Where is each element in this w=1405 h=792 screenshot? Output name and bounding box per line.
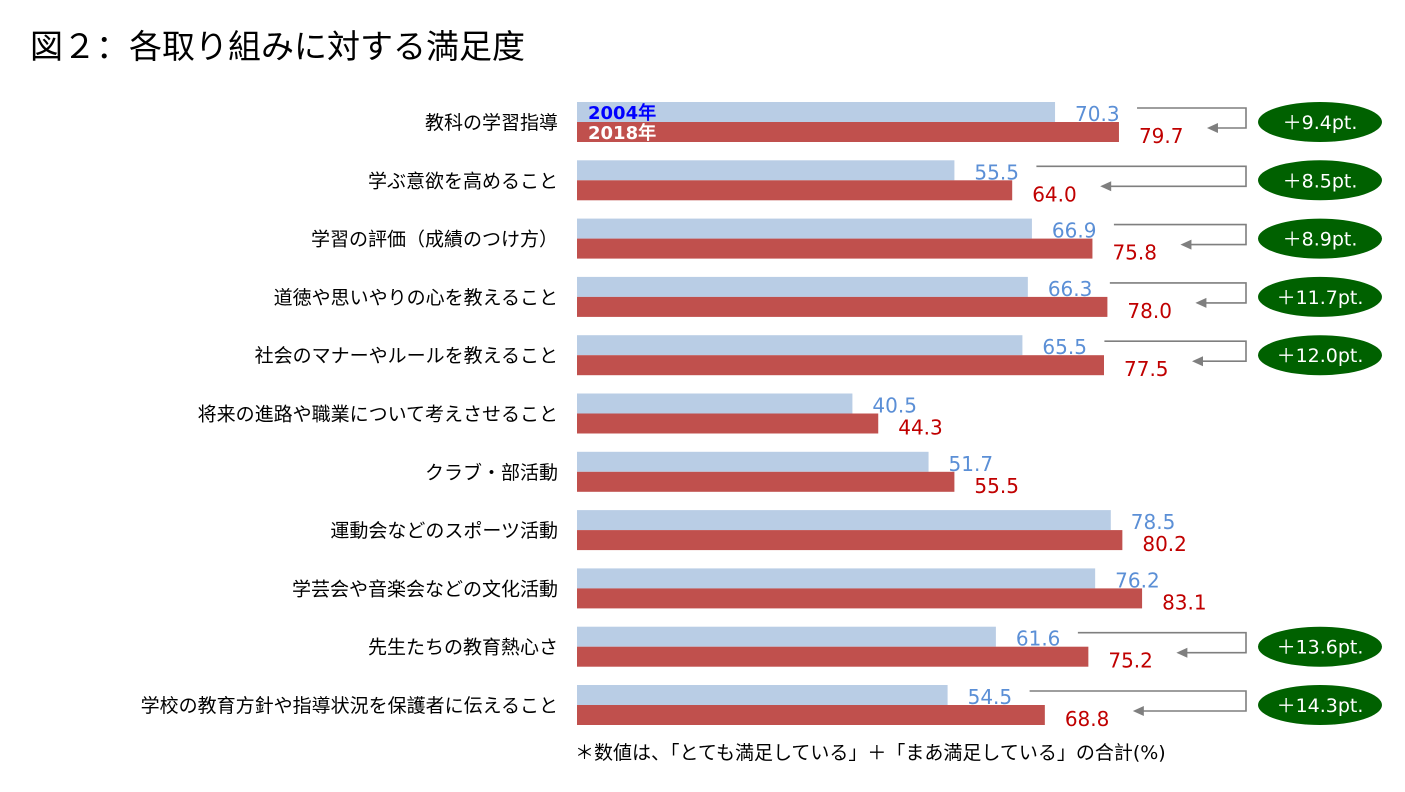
bar-2018 <box>577 296 1108 317</box>
difference-badge <box>1258 102 1382 142</box>
value-label-2004: 70.3 <box>1075 102 1120 126</box>
value-label-2004: 66.9 <box>1052 219 1097 243</box>
bar-2004 <box>577 685 948 705</box>
bar-2018 <box>577 355 1104 376</box>
category-label: 将来の進路や職業について考えさせること <box>198 404 558 426</box>
value-label-2004: 76.2 <box>1115 568 1160 592</box>
bar-2018 <box>577 705 1045 725</box>
value-label-2004: 54.5 <box>968 685 1013 709</box>
difference-badge <box>1258 626 1382 667</box>
bar-2004 <box>577 510 1111 531</box>
bar-2018 <box>577 122 1119 142</box>
value-label-2004: 66.3 <box>1048 277 1093 301</box>
difference-connector <box>1036 165 1247 188</box>
value-label-2018: 75.2 <box>1108 649 1153 673</box>
difference-label: ＋9.4pt. <box>1283 112 1358 134</box>
value-label-2004: 51.7 <box>949 452 994 476</box>
legend-2004: 2004年 <box>588 102 656 124</box>
difference-badge <box>1258 218 1382 259</box>
bar-2018 <box>577 471 955 492</box>
category-label: 学ぶ意欲を高めること <box>368 170 558 192</box>
category-label: 社会のマナーやルールを教えること <box>255 345 558 367</box>
difference-connector <box>1137 107 1247 129</box>
arrow-left-icon <box>1206 123 1218 133</box>
category-label: 道徳や思いやりの心を教えること <box>274 287 558 309</box>
value-label-2018: 64.0 <box>1032 182 1077 206</box>
chart-title: 図２：各取り組みに対する満足度 <box>30 27 525 66</box>
bar-2018 <box>577 238 1093 259</box>
bar-2004 <box>577 102 1056 122</box>
bar-2018 <box>577 588 1143 609</box>
category-label: 学校の教育方針や指導状況を保護者に伝えること <box>141 695 558 717</box>
difference-label: ＋11.7pt. <box>1277 287 1364 309</box>
arrow-left-icon <box>1195 297 1207 308</box>
value-label-2018: 78.0 <box>1127 299 1172 323</box>
difference-badge <box>1258 276 1382 317</box>
value-label-2018: 77.5 <box>1124 357 1169 381</box>
difference-connector <box>1113 223 1247 246</box>
category-label: 運動会などのスポーツ活動 <box>330 520 558 542</box>
value-label-2004: 61.6 <box>1016 627 1061 651</box>
value-label-2018: 68.8 <box>1065 707 1110 731</box>
value-label-2018: 55.5 <box>974 474 1019 498</box>
difference-label: ＋8.5pt. <box>1283 170 1358 192</box>
arrow-left-icon <box>1180 239 1192 250</box>
difference-badge <box>1258 160 1382 201</box>
difference-connector <box>1109 282 1247 304</box>
legend-2018: 2018年 <box>588 122 656 144</box>
category-label: 教科の学習指導 <box>425 112 558 134</box>
bar-2018 <box>577 646 1089 667</box>
chart-note: ＊数値は、「とても満足している」＋「まあ満足している」の合計(%) <box>575 742 1166 764</box>
difference-label: ＋14.3pt. <box>1277 695 1364 717</box>
bar-2004 <box>577 451 929 472</box>
category-label: クラブ・部活動 <box>425 461 558 484</box>
difference-badge <box>1258 685 1382 725</box>
value-label-2018: 80.2 <box>1142 532 1187 556</box>
difference-badge <box>1258 335 1382 376</box>
bar-2018 <box>577 530 1123 551</box>
value-label-2004: 78.5 <box>1131 510 1176 534</box>
difference-connector <box>1029 690 1247 712</box>
arrow-left-icon <box>1192 356 1203 367</box>
bar-2004 <box>577 626 996 647</box>
value-label-2018: 44.3 <box>898 416 943 440</box>
bar-2018 <box>577 180 1013 201</box>
bar-2004 <box>577 160 955 181</box>
bar-2004 <box>577 335 1023 356</box>
value-label-2004: 55.5 <box>974 160 1019 184</box>
value-label-2004: 40.5 <box>872 394 917 418</box>
category-label: 学芸会や音楽会などの文化活動 <box>292 578 558 600</box>
arrow-left-icon <box>1176 647 1188 658</box>
arrow-left-icon <box>1100 181 1112 192</box>
difference-label: ＋8.9pt. <box>1283 229 1358 251</box>
bar-2004 <box>577 218 1032 239</box>
category-label: 学習の評価（成績のつけ方） <box>311 229 558 251</box>
value-label-2018: 83.1 <box>1162 590 1207 614</box>
arrow-left-icon <box>1132 706 1144 716</box>
value-label-2018: 79.7 <box>1139 124 1184 148</box>
bar-2004 <box>577 276 1028 297</box>
difference-connector <box>1077 631 1247 654</box>
bar-2018 <box>577 413 879 434</box>
value-label-2004: 65.5 <box>1042 335 1087 359</box>
category-label: 先生たちの教育熱心さ <box>368 637 558 659</box>
difference-label: ＋12.0pt. <box>1277 345 1364 367</box>
bar-2004 <box>577 568 1096 589</box>
difference-label: ＋13.6pt. <box>1277 637 1364 659</box>
difference-connector <box>1104 340 1247 363</box>
bar-2004 <box>577 393 853 414</box>
value-label-2018: 75.8 <box>1112 241 1157 265</box>
